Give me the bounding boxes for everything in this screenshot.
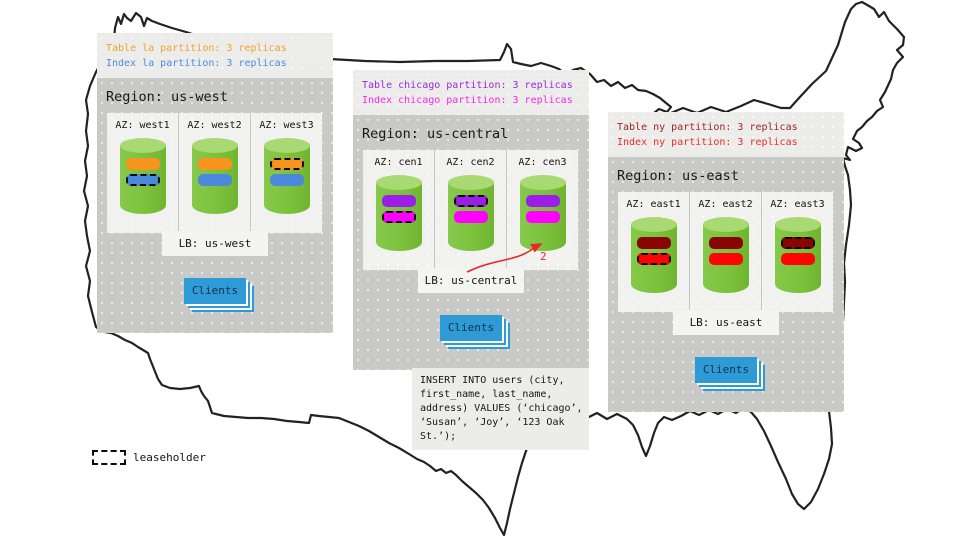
cylinder-top <box>119 138 166 153</box>
load-balancer-us-west: LB: us-west <box>162 231 268 256</box>
database-cylinder <box>263 138 310 214</box>
az-column-east2: AZ: east2 <box>690 192 762 312</box>
index-partition-bar <box>636 253 671 265</box>
region-title: Region: us-central <box>362 126 509 142</box>
index-partition-bar <box>197 174 232 186</box>
region-panel-us-central: Table chicago partition: 3 replicas Inde… <box>353 70 589 370</box>
table-partition-bar <box>780 237 815 249</box>
partition-annotations-us-central: Table chicago partition: 3 replicas Inde… <box>353 70 589 115</box>
database-cylinder <box>191 138 238 214</box>
az-label: AZ: west1 <box>115 120 170 131</box>
database-cylinder <box>519 175 566 251</box>
az-column-cen1: AZ: cen1 <box>363 150 435 270</box>
sql-line: address) VALUES (‘chicago’, <box>420 403 583 414</box>
cylinder-top <box>447 175 494 190</box>
cylinder-top <box>519 175 566 190</box>
table-partition-annotation: Table ny partition: 3 replicas <box>617 122 798 133</box>
index-partition-bar <box>125 174 160 186</box>
az-container: AZ: east1 AZ: east2 AZ: east3 <box>618 192 833 312</box>
load-balancer-us-central: LB: us-central <box>418 268 524 293</box>
cylinder-top <box>375 175 422 190</box>
hop-count-label: 2 <box>540 250 547 263</box>
table-partition-bar <box>636 237 671 249</box>
region-title: Region: us-east <box>617 168 739 184</box>
cylinder-top <box>191 138 238 153</box>
index-partition-bar <box>381 211 416 223</box>
region-body-us-east: Region: us-east AZ: east1 AZ: east2 <box>608 157 844 412</box>
database-cylinder <box>702 217 749 293</box>
az-label: AZ: cen2 <box>446 157 495 168</box>
region-body-us-central: Region: us-central AZ: cen1 AZ: cen2 <box>353 115 589 370</box>
cylinder-top <box>263 138 310 153</box>
clients-box-us-east: Clients <box>695 357 757 383</box>
partition-annotations-us-east: Table ny partition: 3 replicas Index ny … <box>608 112 844 157</box>
az-column-cen2: AZ: cen2 <box>435 150 507 270</box>
region-panel-us-east: Table ny partition: 3 replicas Index ny … <box>608 112 844 412</box>
database-cylinder <box>774 217 821 293</box>
table-partition-bar <box>525 195 560 207</box>
az-column-cen3: AZ: cen3 <box>507 150 578 270</box>
sql-line: St.’); <box>420 431 457 442</box>
leaseholder-swatch-icon <box>92 450 126 465</box>
region-title: Region: us-west <box>106 89 228 105</box>
database-cylinder <box>447 175 494 251</box>
table-partition-annotation: Table la partition: 3 replicas <box>106 43 287 54</box>
sql-insert-note: INSERT INTO users (city, first_name, las… <box>412 368 589 450</box>
database-cylinder <box>375 175 422 251</box>
index-partition-bar <box>708 253 743 265</box>
partition-annotations-us-west: Table la partition: 3 replicas Index la … <box>97 33 333 78</box>
table-partition-bar <box>708 237 743 249</box>
index-partition-bar <box>525 211 560 223</box>
az-label: AZ: cen1 <box>374 157 423 168</box>
az-column-west3: AZ: west3 <box>251 113 322 233</box>
index-partition-annotation: Index la partition: 3 replicas <box>106 58 287 69</box>
az-label: AZ: east3 <box>770 199 825 210</box>
az-label: AZ: cen3 <box>518 157 567 168</box>
cylinder-top <box>702 217 749 232</box>
az-column-west2: AZ: west2 <box>179 113 251 233</box>
az-label: AZ: east2 <box>698 199 753 210</box>
sql-line: first_name, last_name, <box>420 389 553 400</box>
az-column-east1: AZ: east1 <box>618 192 690 312</box>
az-label: AZ: west3 <box>259 120 314 131</box>
sql-line: INSERT INTO users (city, <box>420 375 565 386</box>
clients-box-us-central: Clients <box>440 315 502 341</box>
az-container: AZ: west1 AZ: west2 AZ: west3 <box>107 113 322 233</box>
index-partition-bar <box>269 174 304 186</box>
leaseholder-legend-label: leaseholder <box>133 451 206 464</box>
table-partition-bar <box>381 195 416 207</box>
database-cylinder <box>119 138 166 214</box>
az-column-east3: AZ: east3 <box>762 192 833 312</box>
table-partition-bar <box>453 195 488 207</box>
region-panel-us-west: Table la partition: 3 replicas Index la … <box>97 33 333 333</box>
load-balancer-us-east: LB: us-east <box>673 310 779 335</box>
database-cylinder <box>630 217 677 293</box>
leaseholder-legend: leaseholder <box>92 450 206 465</box>
cylinder-top <box>630 217 677 232</box>
index-partition-bar <box>780 253 815 265</box>
az-column-west1: AZ: west1 <box>107 113 179 233</box>
table-partition-bar <box>269 158 304 170</box>
region-body-us-west: Region: us-west AZ: west1 AZ: west2 <box>97 78 333 333</box>
sql-line: ‘Susan’, ‘Joy’, ‘123 Oak <box>420 417 565 428</box>
index-partition-annotation: Index ny partition: 3 replicas <box>617 137 798 148</box>
index-partition-bar <box>453 211 488 223</box>
az-label: AZ: west2 <box>187 120 242 131</box>
table-partition-bar <box>197 158 232 170</box>
cylinder-top <box>774 217 821 232</box>
index-partition-annotation: Index chicago partition: 3 replicas <box>362 95 573 106</box>
az-label: AZ: east1 <box>626 199 681 210</box>
table-partition-bar <box>125 158 160 170</box>
clients-box-us-west: Clients <box>184 278 246 304</box>
table-partition-annotation: Table chicago partition: 3 replicas <box>362 80 573 91</box>
